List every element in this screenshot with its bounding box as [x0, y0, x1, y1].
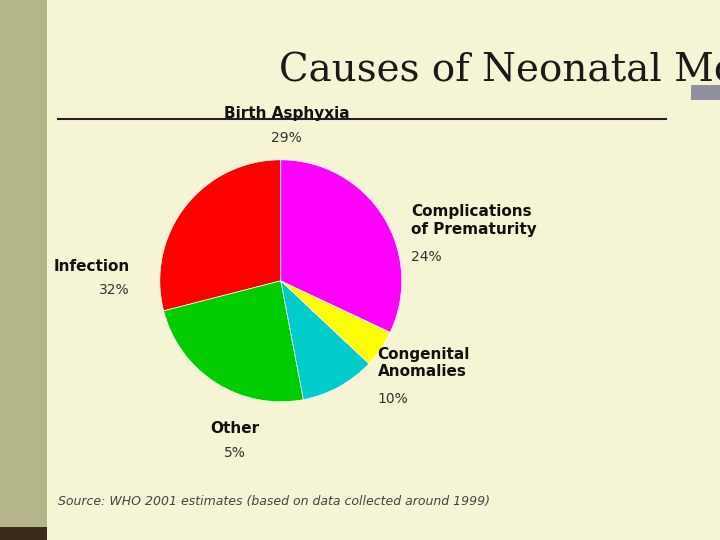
Text: Source: WHO 2001 estimates (based on data collected around 1999): Source: WHO 2001 estimates (based on dat… — [58, 495, 490, 508]
Wedge shape — [163, 281, 303, 402]
Text: Infection: Infection — [53, 259, 130, 274]
Wedge shape — [160, 160, 281, 311]
Text: Congenital
Anomalies: Congenital Anomalies — [377, 347, 470, 379]
Wedge shape — [281, 160, 402, 332]
Text: 5%: 5% — [224, 446, 246, 460]
Text: Other: Other — [210, 421, 259, 436]
Text: Birth Asphyxia: Birth Asphyxia — [224, 106, 350, 122]
Text: 29%: 29% — [271, 131, 302, 145]
Text: 24%: 24% — [411, 249, 442, 264]
Text: 10%: 10% — [377, 393, 408, 406]
Text: Complications
of Prematurity: Complications of Prematurity — [411, 204, 537, 237]
Wedge shape — [281, 281, 369, 400]
Wedge shape — [281, 281, 390, 363]
Text: 32%: 32% — [99, 284, 130, 298]
Text: Causes of Neonatal Mortality: Causes of Neonatal Mortality — [279, 52, 720, 90]
